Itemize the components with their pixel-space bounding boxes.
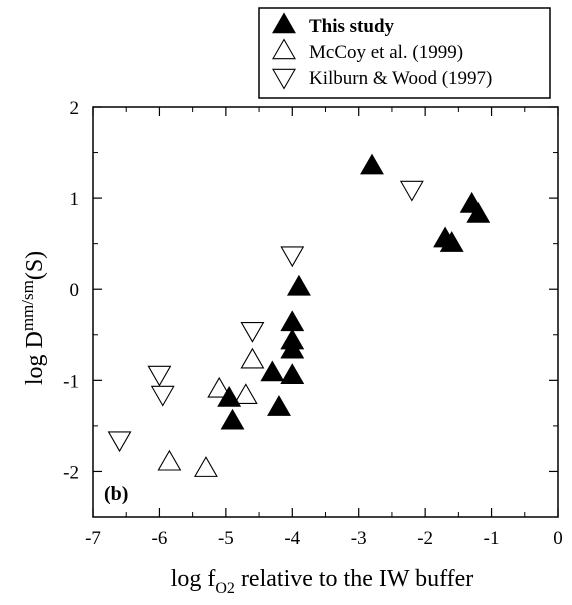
legend-box (258, 7, 551, 99)
plot-area-frame (92, 106, 559, 518)
panel-label: (b) (104, 483, 128, 505)
data-point (439, 231, 464, 252)
x-tick-label: -6 (152, 528, 168, 549)
data-point (157, 449, 182, 471)
data-point (240, 322, 265, 343)
y-tick-label: -2 (63, 462, 79, 483)
data-point (280, 363, 305, 384)
data-point (286, 274, 311, 296)
legend-marker (272, 12, 296, 34)
x-tick-label: -4 (284, 528, 300, 549)
x-axis-label: log fO2 relative to the IW buffer (171, 566, 474, 597)
x-tick-label: -7 (85, 528, 101, 549)
y-axis-label: log Dmm/sm(S) (18, 251, 48, 385)
data-point (267, 395, 291, 416)
data-point (147, 365, 172, 387)
x-axis-label-subscript: O2 (215, 580, 235, 597)
data-point (280, 337, 305, 359)
legend-marker (272, 68, 296, 90)
data-point (240, 347, 265, 369)
y-axis-label-suffix: (S) (22, 251, 48, 280)
legend: This study McCoy et al. (1999) Kilburn & W… (258, 7, 551, 99)
x-axis-label-prefix: log f (171, 566, 216, 592)
data-point (220, 408, 245, 430)
data-point (280, 246, 305, 268)
y-tick-label: 1 (70, 189, 80, 210)
y-tick-label: -1 (63, 371, 79, 392)
data-point (207, 376, 232, 398)
y-tick-label: 0 (70, 280, 80, 301)
y-tick-label: 2 (70, 98, 80, 119)
data-point (466, 201, 491, 223)
data-point (233, 383, 258, 405)
data-point (280, 310, 305, 332)
data-point (217, 385, 242, 407)
x-tick-label: -5 (218, 528, 234, 549)
legend-label: This study (309, 16, 395, 37)
y-axis-label-prefix: log D (22, 331, 48, 385)
y-axis-label-superscript: mm/sm (18, 280, 37, 331)
x-tick-label: -1 (484, 528, 500, 549)
data-point (193, 456, 218, 477)
legend-label: McCoy et al. (1999) (309, 42, 463, 63)
data-point (150, 385, 175, 407)
x-tick-label: -3 (351, 528, 367, 549)
legend-label: Kilburn & Wood (1997) (309, 68, 492, 89)
x-axis-label-suffix: relative to the IW buffer (235, 566, 473, 592)
data-point (260, 360, 285, 382)
data-point (399, 180, 424, 202)
x-tick-label: 0 (553, 528, 563, 549)
legend-marker (272, 38, 296, 60)
data-point (360, 153, 384, 175)
x-tick-label: -2 (417, 528, 433, 549)
data-point (107, 431, 132, 453)
